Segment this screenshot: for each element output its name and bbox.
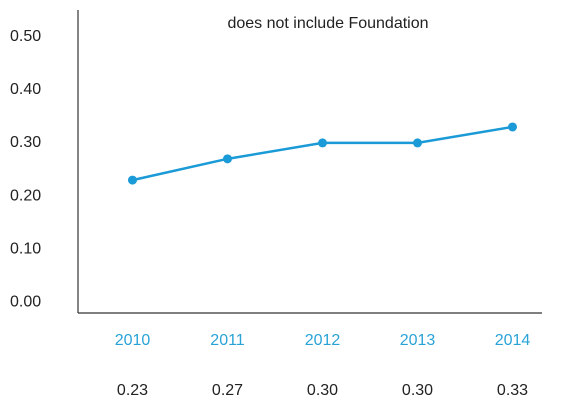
value-label: 0.27: [212, 382, 243, 399]
point: [128, 175, 137, 185]
x-tick-label: 2010: [115, 332, 151, 349]
x-tick-label: 2012: [305, 332, 341, 349]
point: [223, 154, 232, 164]
y-tick-label: 0.30: [10, 134, 41, 151]
value-label: 0.33: [497, 382, 528, 399]
y-tick-label: 0.50: [10, 28, 41, 45]
point: [508, 122, 517, 132]
x-tick-label: 2013: [400, 332, 436, 349]
y-tick-label: 0.10: [10, 240, 41, 257]
line: [132, 125, 513, 182]
point: [413, 138, 422, 148]
x-tick-label: 2011: [210, 332, 245, 349]
value-label: 0.30: [307, 382, 338, 399]
y-tick-label: 0.00: [10, 294, 41, 311]
x-tick-label: 2014: [495, 332, 531, 349]
y-tick-label: 0.40: [10, 81, 41, 98]
value-label: 0.23: [117, 382, 148, 399]
y-tick-label: 0.20: [10, 187, 41, 204]
point: [318, 138, 327, 148]
value-label: 0.30: [402, 382, 433, 399]
chart-title: does not include Foundation: [227, 15, 428, 32]
